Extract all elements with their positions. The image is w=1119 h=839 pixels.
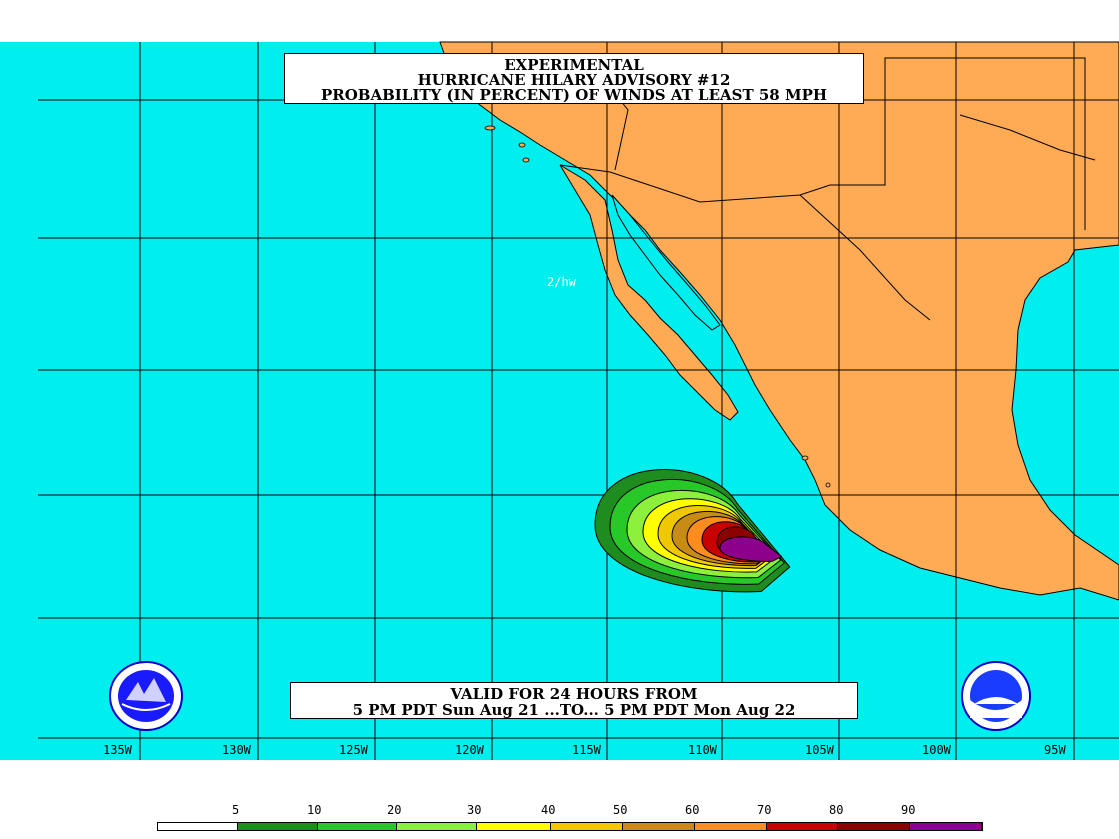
legend-swatch	[317, 823, 398, 830]
gulf-of-california	[611, 194, 721, 331]
legend-swatch	[766, 823, 839, 830]
legend-swatch	[237, 823, 318, 830]
probability-contours	[594, 469, 791, 593]
longitude-label: 125W	[339, 743, 368, 757]
legend-label: 40	[541, 803, 556, 817]
legend-swatch	[694, 823, 767, 830]
legend-label: 20	[387, 803, 402, 817]
valid-line-2: 5 PM PDT Sun Aug 21 ...TO... 5 PM PDT Mo…	[352, 701, 796, 719]
legend-label: 30	[467, 803, 482, 817]
legend-label: 80	[829, 803, 844, 817]
legend-label: 90	[901, 803, 916, 817]
title-line-1: EXPERIMENTAL	[504, 56, 644, 74]
title-line-2: HURRICANE HILARY ADVISORY #12	[417, 71, 731, 89]
longitude-label: 120W	[455, 743, 484, 757]
valid-time-box: VALID FOR 24 HOURS FROM 5 PM PDT Sun Aug…	[290, 682, 858, 719]
legend-swatch	[910, 823, 983, 830]
longitude-label: 105W	[805, 743, 834, 757]
longitude-label: 130W	[222, 743, 251, 757]
legend-label: 50	[613, 803, 628, 817]
noaa-logo-icon	[961, 661, 1031, 731]
legend-swatch	[622, 823, 695, 830]
legend-swatch	[397, 823, 478, 830]
legend-swatch	[158, 823, 238, 830]
legend-label: 5	[232, 803, 240, 817]
contour-band	[719, 536, 783, 562]
land-mainland	[439, 41, 1119, 601]
longitude-label: 135W	[103, 743, 132, 757]
legend-color-bar	[157, 822, 983, 831]
longitude-label: 100W	[922, 743, 951, 757]
attribution-label: 2/hw	[547, 275, 576, 289]
longitude-label: 115W	[572, 743, 601, 757]
legend-swatch	[477, 823, 552, 830]
legend-swatch	[551, 823, 623, 830]
longitude-label: 110W	[688, 743, 717, 757]
longitude-label: 95W	[1044, 743, 1066, 757]
nws-logo-icon	[109, 661, 183, 731]
legend-swatch	[838, 823, 911, 830]
title-line-3: PROBABILITY (IN PERCENT) OF WINDS AT LEA…	[320, 86, 828, 104]
valid-line-1: VALID FOR 24 HOURS FROM	[450, 685, 698, 703]
legend-label: 60	[685, 803, 700, 817]
legend-label: 10	[307, 803, 322, 817]
title-box: EXPERIMENTAL HURRICANE HILARY ADVISORY #…	[284, 53, 864, 104]
legend-label: 70	[757, 803, 772, 817]
islands	[484, 125, 831, 488]
